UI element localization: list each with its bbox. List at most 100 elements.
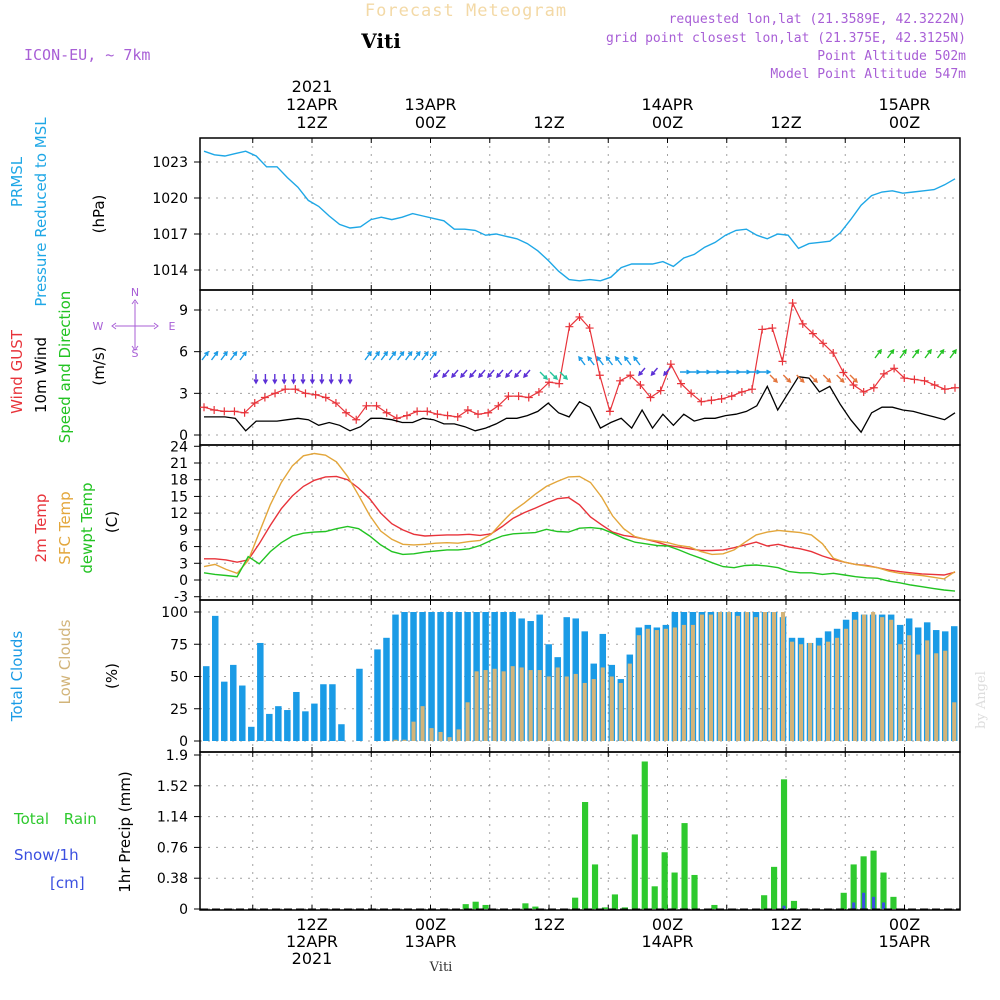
total-clouds-bar [356, 668, 363, 741]
low-clouds-bar [907, 635, 912, 741]
wind-direction-arrow [680, 369, 692, 375]
compass-n: N [131, 286, 139, 299]
top-time-label: 00Z [652, 113, 683, 132]
low-clouds-bar [844, 628, 849, 741]
wind-series [200, 299, 959, 434]
low-clouds-bar [798, 644, 804, 741]
dewpt-temp-line [203, 525, 956, 592]
gust-marker [423, 407, 432, 416]
gust-marker [869, 383, 878, 392]
snow-bar [852, 902, 856, 909]
wind-direction-arrow [272, 374, 278, 385]
product-title: Forecast Meteogram [365, 1, 567, 21]
low-clouds-bar [492, 668, 497, 741]
low-clouds-bar [546, 676, 551, 741]
low-clouds-bar [564, 676, 569, 741]
low-clouds-bar [807, 642, 813, 741]
gust-marker [453, 412, 462, 421]
gust-marker [727, 392, 736, 401]
gust-marker [271, 389, 280, 398]
low-clouds-bar [519, 667, 524, 741]
gust-marker [778, 357, 787, 366]
low-clouds-bar [771, 612, 777, 741]
gust-marker [433, 410, 442, 419]
low-clouds-bar [780, 612, 786, 741]
wind-direction-arrow [596, 355, 604, 366]
wind-direction-arrow [405, 350, 413, 361]
low-clouds-bar [862, 614, 867, 741]
gust-marker [879, 369, 888, 378]
gust-marker [301, 389, 310, 398]
gust-marker [514, 392, 523, 401]
wind-direction-arrow [523, 369, 531, 379]
gust-marker [890, 364, 899, 373]
prmsl-line [203, 150, 956, 282]
low-clouds-bar [681, 624, 686, 741]
gust-marker [352, 415, 361, 424]
gust-marker [717, 394, 726, 403]
gust-marker [585, 324, 594, 333]
wind-panel: 0 3 6 9 [179, 289, 961, 446]
gust-marker [220, 407, 229, 416]
y-tick-label: 15 [170, 489, 188, 505]
rain-bar [711, 904, 718, 909]
rain-bar [790, 900, 798, 909]
total-clouds-bar [284, 710, 291, 741]
gust-marker [250, 399, 259, 408]
total-clouds-bar [320, 684, 327, 741]
temperature-frame [199, 444, 961, 601]
top-time-label: 13APR [404, 95, 456, 114]
wind-direction-arrow [421, 350, 429, 361]
wind-direction-arrow [730, 369, 742, 375]
total-clouds-bar [221, 681, 228, 741]
wind-direction-arrow [433, 369, 441, 379]
low-clouds-bar [663, 628, 668, 741]
panel-axis-label: dewpt Temp [78, 482, 96, 573]
gust-marker [565, 322, 574, 331]
gust-marker [768, 324, 777, 333]
pressure-frame [199, 137, 961, 291]
gust-marker [200, 403, 208, 412]
rain-bar [870, 850, 877, 909]
wind-direction-arrow [587, 355, 595, 366]
low-clouds-bar [573, 673, 578, 741]
low-clouds-bar [447, 737, 452, 741]
gust-marker [494, 401, 503, 410]
total-clouds-bar [455, 612, 462, 741]
y-tick-label: 21 [170, 456, 188, 472]
low-clouds-bar [411, 721, 416, 741]
compass-rose-icon [111, 299, 159, 351]
wind-direction-arrow [262, 374, 268, 385]
gust-marker [697, 397, 706, 406]
wind-direction-arrow [796, 374, 805, 384]
low-clouds-bar [744, 612, 750, 741]
rain-bar [681, 823, 688, 909]
wind-direction-arrow [549, 371, 559, 381]
wind-direction-arrow [949, 348, 957, 359]
wind-direction-arrow [514, 369, 522, 379]
wind-direction-arrow [388, 350, 397, 361]
wind-direction-arrow [782, 374, 792, 384]
panel-axis-label: 1hr Precip (mm) [116, 771, 134, 892]
rain-bar [651, 886, 658, 909]
wind-direction-arrow [886, 348, 895, 359]
wind-direction-arrow [229, 350, 238, 361]
gust-marker [240, 408, 249, 417]
temperature-series [203, 452, 956, 592]
gust-marker [737, 387, 746, 396]
total-clouds-bar [329, 684, 336, 741]
low-clouds-bar [402, 739, 407, 741]
gust-marker [595, 371, 604, 380]
gust-marker [331, 399, 340, 408]
wind-direction-arrow [505, 369, 513, 379]
low-clouds-bar [853, 619, 858, 741]
low-clouds-bar [871, 612, 876, 741]
gust-marker [666, 360, 675, 369]
gust-marker [900, 374, 909, 383]
rain-bar [671, 872, 678, 909]
top-time-label: 00Z [415, 113, 446, 132]
gust-marker [676, 379, 685, 388]
y-tick-label: 0.76 [157, 840, 188, 856]
panel-axis-label: Total Clouds [8, 631, 26, 723]
panel-axis-label: (hPa) [90, 195, 108, 234]
